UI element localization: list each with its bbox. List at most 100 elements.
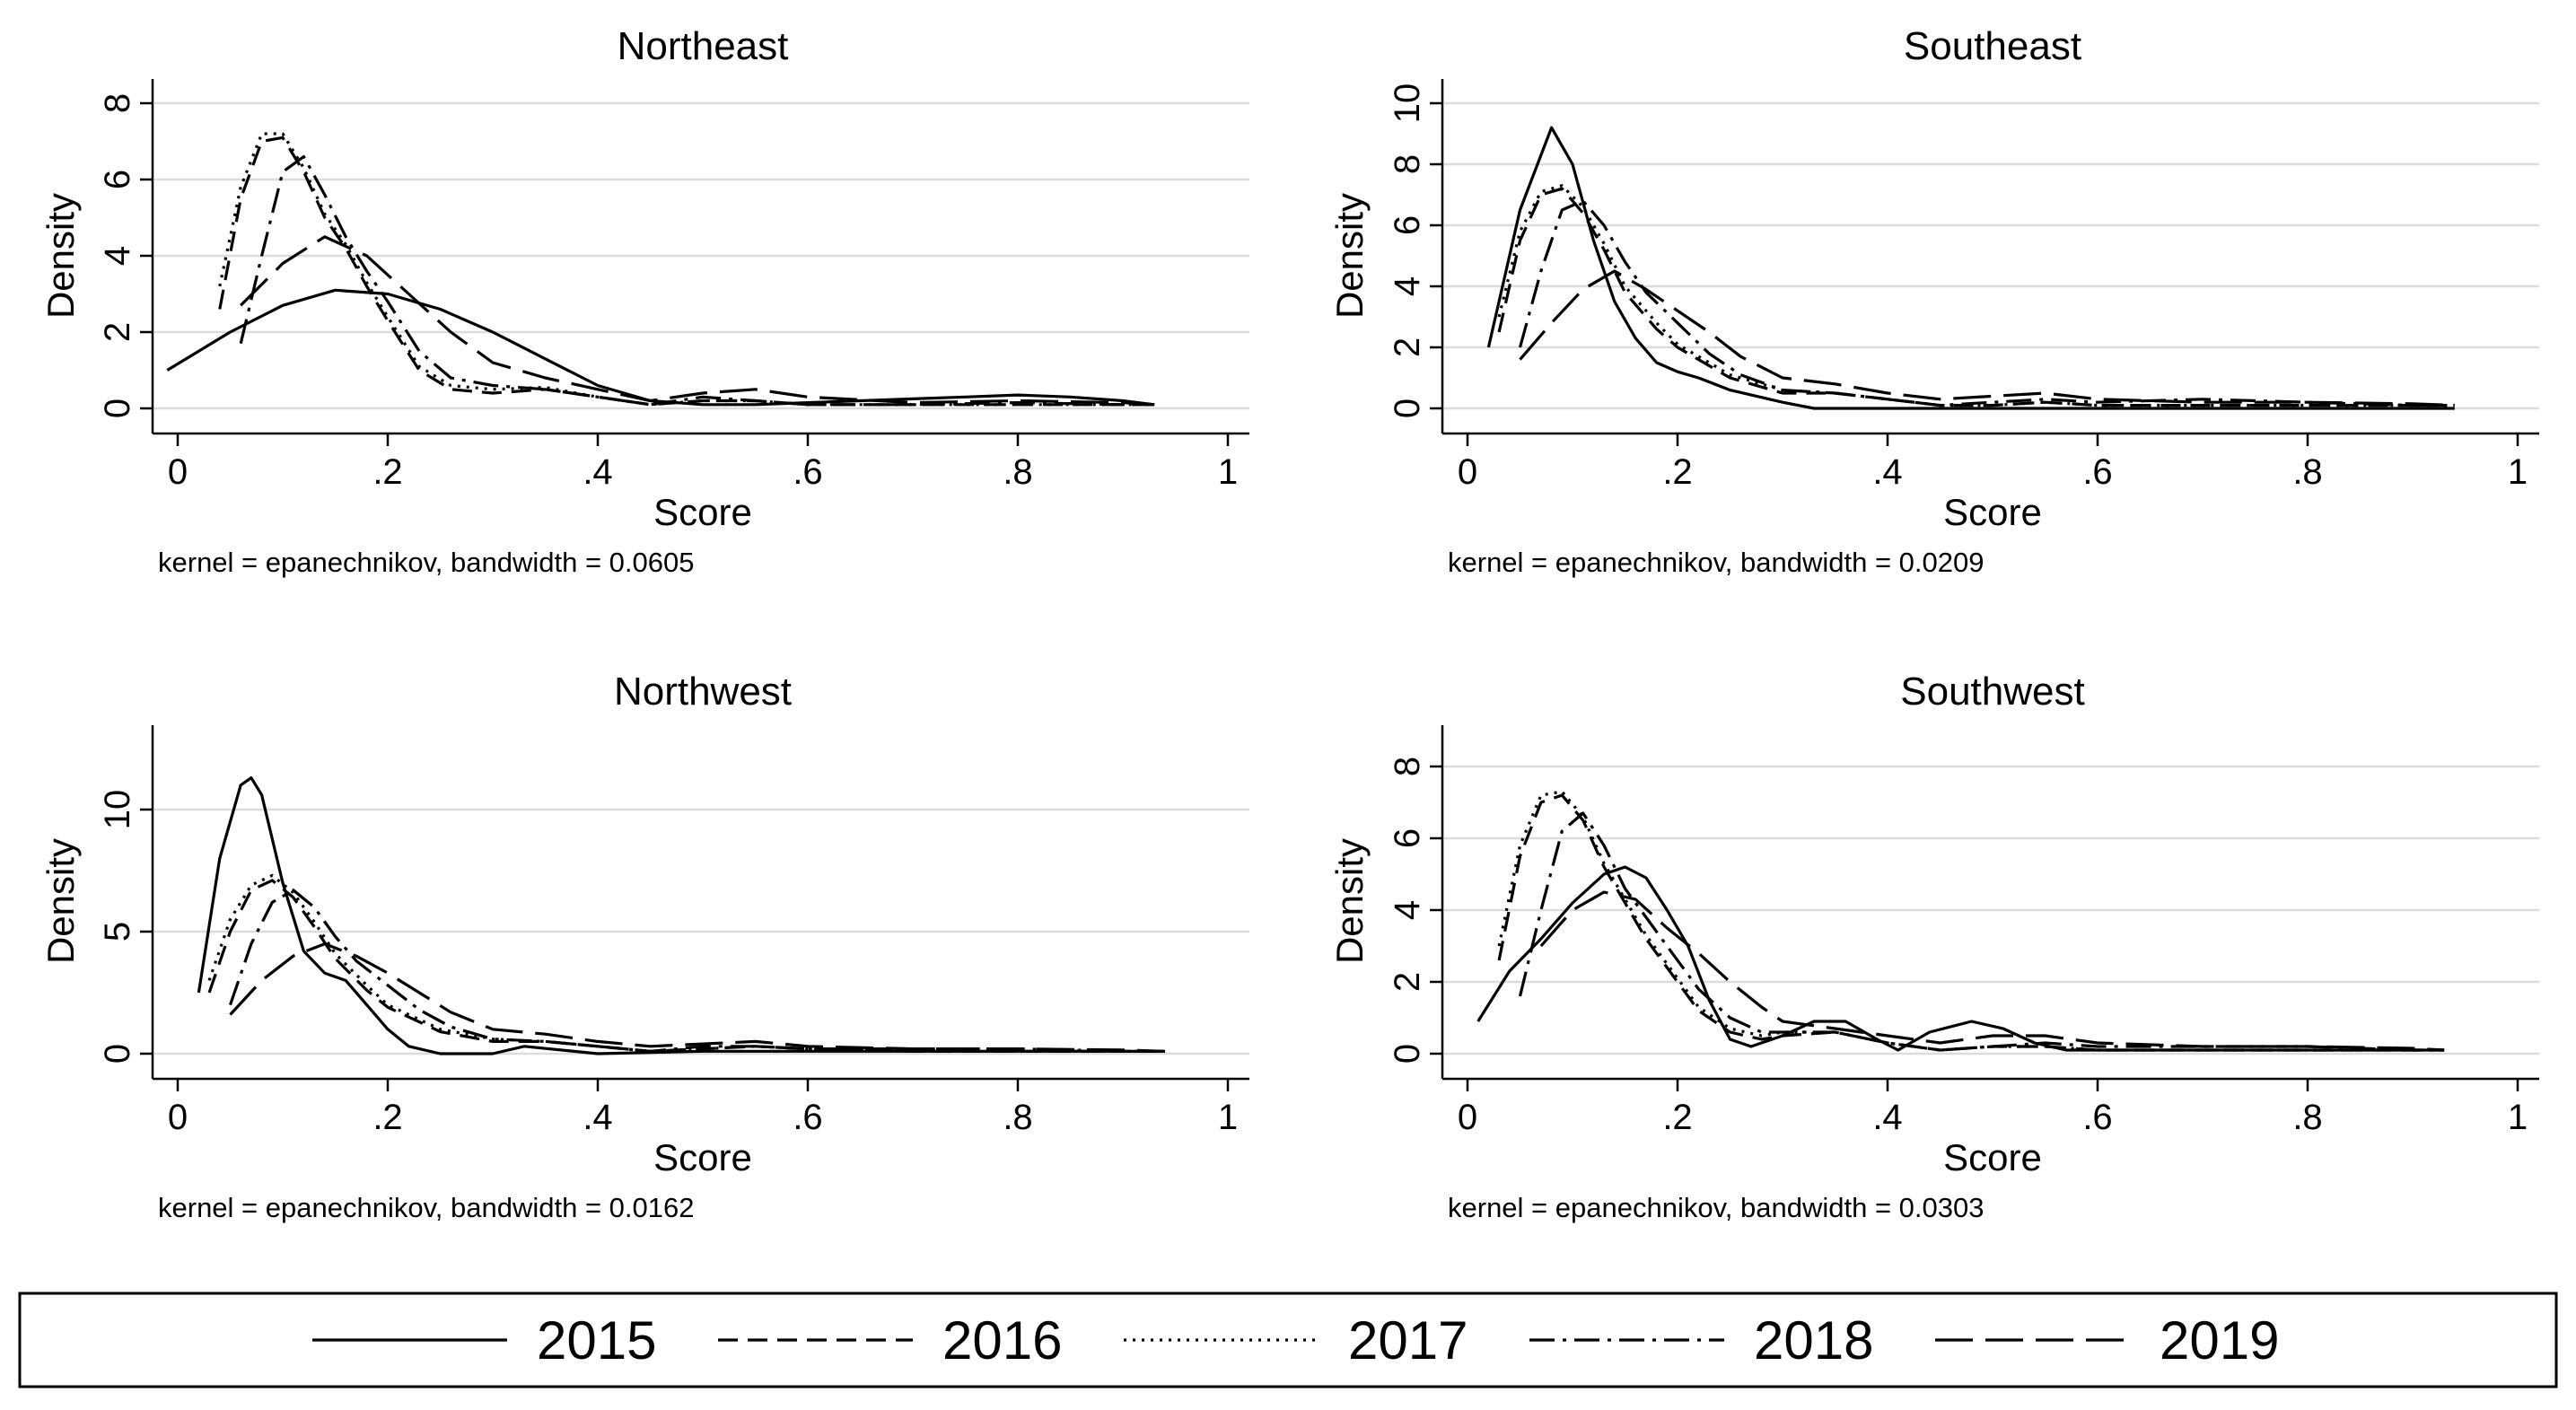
series-curves	[166, 132, 1155, 407]
y-tick-label: 4	[1388, 276, 1427, 296]
panel-title: Northeast	[618, 24, 789, 68]
y-tick-label: 0	[1388, 1044, 1427, 1064]
series-line-2016	[218, 136, 1155, 407]
series-line-2015	[166, 288, 1155, 407]
x-tick-label: 1	[2508, 452, 2528, 492]
y-ticks: 0 5 10	[98, 790, 153, 1064]
y-tick-label: 4	[1388, 900, 1427, 920]
legend-item-2017: 2017	[1124, 1310, 1468, 1371]
legend-item-2015: 2015	[312, 1310, 656, 1371]
series-line-2016	[1497, 793, 2445, 1052]
y-tick-label: 2	[1388, 337, 1427, 357]
legend-label-2015: 2015	[537, 1310, 656, 1371]
x-tick-label: .6	[2082, 452, 2112, 492]
legend-label-2019: 2019	[2160, 1310, 2279, 1371]
x-tick-label: .4	[583, 1098, 612, 1137]
series-line-2017	[1497, 790, 2445, 1052]
x-tick-label: .6	[2082, 1098, 2112, 1137]
series-line-2016	[207, 879, 1165, 1053]
x-tick-label: .8	[1003, 452, 1032, 492]
kernel-note: kernel = epanechnikov, bandwidth = 0.016…	[158, 1192, 694, 1223]
x-tick-label: .6	[793, 452, 822, 492]
panel-title: Southeast	[1904, 24, 2081, 68]
panel-southeast: Southeast 0 2 4 6 8 10 0 .2 .4 .6 .8 1 Density Sco…	[1328, 24, 2539, 578]
gridlines	[154, 101, 1249, 410]
x-tick-label: 0	[168, 1098, 188, 1137]
x-tick-label: .8	[1003, 1098, 1032, 1137]
y-tick-label: 8	[98, 93, 137, 113]
series-line-2018	[228, 889, 1165, 1053]
x-tick-label: .4	[583, 452, 612, 492]
x-tick-label: .2	[372, 1098, 402, 1137]
panel-northeast: Northeast 0 2 4 6 8 0 .2 .4 .6 .8 1 Density Score…	[39, 24, 1249, 578]
x-tick-label: .4	[1872, 1098, 1902, 1137]
series-line-2015	[197, 776, 1165, 1055]
y-tick-label: 2	[1388, 972, 1427, 992]
legend-label-2017: 2017	[1348, 1310, 1468, 1371]
y-tick-label: 8	[1388, 154, 1427, 174]
y-tick-label: 8	[1388, 757, 1427, 776]
x-tick-label: .2	[1662, 1098, 1692, 1137]
legend: 2015 2016 2017 2018 2019	[18, 1292, 2558, 1388]
series-line-2016	[1497, 187, 2455, 407]
y-ticks: 0 2 4 6 8	[98, 93, 153, 418]
legend-label-2016: 2016	[942, 1310, 1062, 1371]
y-axis-label: Density	[39, 193, 82, 319]
series-line-2018	[1518, 811, 2445, 1052]
series-line-2018	[239, 154, 1155, 407]
panel-title: Southwest	[1900, 670, 2084, 714]
y-axis-label: Density	[39, 838, 82, 964]
y-tick-label: 0	[98, 398, 137, 418]
series-line-2019	[240, 235, 1155, 407]
kernel-note: kernel = epanechnikov, bandwidth = 0.030…	[1448, 1192, 1984, 1223]
panel-title: Northwest	[614, 670, 792, 714]
panel-southwest: Southwest 0 2 4 6 8 0 .2 .4 .6 .8 1 Density Score…	[1328, 670, 2539, 1223]
y-axis-label: Density	[1328, 193, 1371, 319]
series-curves	[1476, 790, 2445, 1052]
kernel-note: kernel = epanechnikov, bandwidth = 0.020…	[1448, 547, 1984, 578]
y-tick-label: 2	[98, 322, 137, 342]
x-tick-label: .6	[793, 1098, 822, 1137]
legend-item-2018: 2018	[1529, 1310, 1873, 1371]
y-tick-label: 4	[98, 246, 137, 266]
x-ticks: 0 .2 .4 .6 .8 1	[1458, 1079, 2528, 1137]
series-line-2015	[1486, 126, 2455, 410]
y-tick-label: 0	[1388, 398, 1427, 418]
x-ticks: 0 .2 .4 .6 .8 1	[1458, 434, 2528, 492]
series-line-2018	[1518, 199, 2455, 407]
series-line-2019	[1539, 890, 2445, 1052]
x-tick-label: .8	[2292, 452, 2322, 492]
y-ticks: 0 2 4 6 8 10	[1388, 83, 1442, 418]
kernel-note: kernel = epanechnikov, bandwidth = 0.060…	[158, 547, 694, 578]
series-curves	[1486, 126, 2455, 410]
y-tick-label: 6	[1388, 215, 1427, 235]
y-tick-label: 10	[1388, 83, 1427, 124]
x-axis-label: Score	[1943, 1136, 2042, 1178]
x-axis-label: Score	[653, 1136, 752, 1178]
y-ticks: 0 2 4 6 8	[1388, 757, 1442, 1064]
x-tick-label: 0	[1458, 452, 1477, 492]
gridlines	[154, 808, 1249, 1055]
x-ticks: 0 .2 .4 .6 .8 1	[168, 1079, 1238, 1137]
y-tick-label: 0	[98, 1044, 137, 1064]
x-axis-label: Score	[653, 491, 752, 533]
x-tick-label: .8	[2292, 1098, 2322, 1137]
legend-item-2016: 2016	[718, 1310, 1062, 1371]
series-line-2017	[1497, 184, 2455, 407]
x-tick-label: 0	[1458, 1098, 1477, 1137]
legend-item-2019: 2019	[1935, 1310, 2279, 1371]
series-line-2017	[207, 873, 1165, 1053]
y-tick-label: 10	[98, 790, 137, 830]
series-line-2019	[1519, 269, 2455, 407]
series-line-2017	[218, 132, 1155, 407]
x-tick-label: .2	[1662, 452, 1692, 492]
gridlines	[1444, 101, 2539, 410]
x-tick-label: 1	[2508, 1098, 2528, 1137]
x-tick-label: 1	[1218, 1098, 1238, 1137]
x-tick-label: 0	[168, 452, 188, 492]
y-tick-label: 5	[98, 922, 137, 941]
y-tick-label: 6	[98, 170, 137, 189]
y-tick-label: 6	[1388, 828, 1427, 848]
